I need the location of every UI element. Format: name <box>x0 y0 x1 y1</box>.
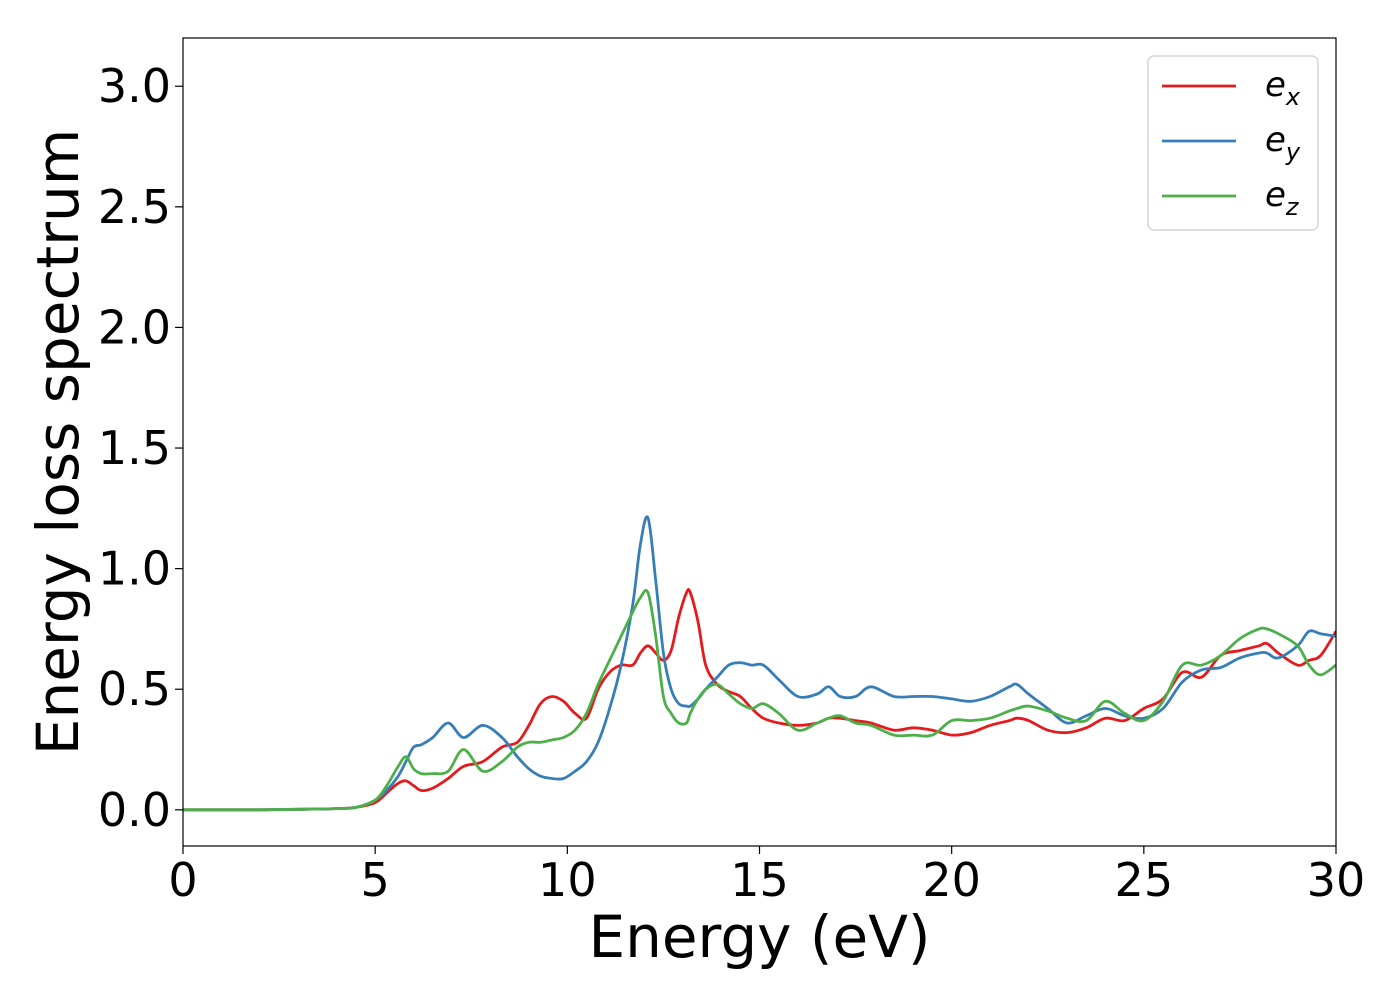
legend-label-x: ex <box>1265 65 1301 111</box>
x-tick-label: 5 <box>361 853 390 907</box>
x-tick-label: 10 <box>538 853 597 907</box>
y-tick-label: 1.5 <box>98 421 171 475</box>
series-layer <box>183 515 1336 812</box>
legend-box <box>1147 55 1319 231</box>
series-line-z <box>183 588 1336 812</box>
y-tick-label: 2.5 <box>98 180 171 234</box>
y-axis-label: Energy loss spectrum <box>24 129 92 755</box>
x-tick-label: 30 <box>1307 853 1366 907</box>
y-tick-label: 1.0 <box>98 542 171 596</box>
x-tick-label: 25 <box>1115 853 1174 907</box>
x-tick-label: 20 <box>922 853 981 907</box>
legend-label-y: ey <box>1265 120 1301 166</box>
y-tick-label: 0.5 <box>98 662 171 716</box>
x-tick-label: 0 <box>168 853 197 907</box>
y-tick-label: 3.0 <box>98 59 171 113</box>
x-axis-ticks: 0 5 10 15 20 25 30 <box>168 846 1365 907</box>
legend: ex ey ez <box>1147 55 1319 231</box>
x-axis-label: Energy (eV) <box>588 903 930 971</box>
legend-label-z: ez <box>1265 175 1300 221</box>
y-tick-label: 2.0 <box>98 300 171 354</box>
y-tick-label: 0.0 <box>98 783 171 837</box>
y-axis-ticks: 0.0 0.5 1.0 1.5 2.0 2.5 3.0 <box>98 59 183 837</box>
x-tick-label: 15 <box>730 853 789 907</box>
